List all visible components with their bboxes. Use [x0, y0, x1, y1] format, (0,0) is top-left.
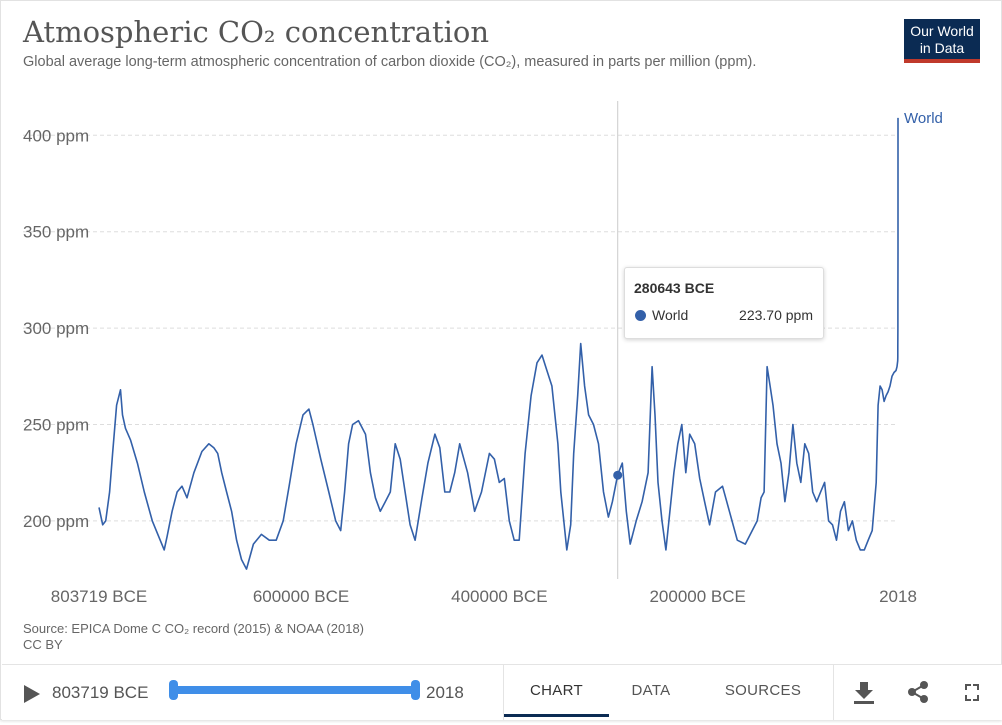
- source-note: Source: EPICA Dome C CO₂ record (2015) &…: [23, 621, 364, 653]
- y-tick-label: 200 ppm: [23, 512, 89, 531]
- owid-logo[interactable]: Our World in Data: [904, 19, 980, 63]
- line-chart[interactable]: 200 ppm 250 ppm 300 ppm 350 ppm 400 ppm 8037…: [1, 91, 1001, 616]
- tab-data[interactable]: DATA: [631, 682, 671, 699]
- x-tick-label: 2018: [879, 587, 917, 606]
- license-line[interactable]: CC BY: [23, 637, 63, 652]
- y-tick-label: 400 ppm: [23, 126, 89, 145]
- x-tick-label: 803719 BCE: [51, 587, 147, 606]
- hover-point: [613, 470, 623, 480]
- timeline-start-label: 803719 BCE: [52, 683, 149, 702]
- footer-separator: [503, 665, 504, 720]
- y-axis-ticks: 200 ppm 250 ppm 300 ppm 350 ppm 400 ppm: [23, 126, 89, 531]
- tooltip-year: 280643 BCE: [634, 280, 715, 296]
- share-icon: [908, 681, 928, 703]
- tooltip-series-dot: [635, 310, 646, 321]
- chart-title: Atmospheric CO₂ concentration: [23, 15, 490, 49]
- download-icon: [854, 682, 874, 704]
- chart-subtitle: Global average long-term atmospheric con…: [23, 54, 757, 70]
- timeline-slider[interactable]: [172, 686, 416, 694]
- y-tick-label: 250 ppm: [23, 416, 89, 435]
- tooltip-value: 223.70 ppm: [739, 307, 813, 323]
- timeline-end-label: 2018: [426, 683, 464, 702]
- series-line-world[interactable]: [98, 117, 899, 570]
- tooltip: 280643 BCE World 223.70 ppm: [624, 267, 824, 339]
- chart-footer: 803719 BCE 2018 CHART DATA SOURCES: [2, 664, 1002, 720]
- source-line[interactable]: Source: EPICA Dome C CO₂ record (2015) &…: [23, 621, 365, 636]
- y-tick-label: 350 ppm: [23, 223, 89, 242]
- x-tick-label: 400000 BCE: [451, 587, 547, 606]
- series-lines: [98, 117, 899, 570]
- x-tick-label: 600000 BCE: [253, 587, 349, 606]
- x-axis-ticks: 803719 BCE 600000 BCE 400000 BCE 200000 BCE…: [51, 587, 917, 606]
- tooltip-series-name: World: [652, 307, 689, 323]
- timeline-end-handle[interactable]: [411, 680, 420, 700]
- fullscreen-icon: [965, 684, 979, 701]
- share-button[interactable]: [897, 665, 941, 720]
- hover-points: [613, 470, 623, 480]
- timeline-start-handle[interactable]: [169, 680, 178, 700]
- series-end-labels: World: [904, 110, 943, 127]
- series-end-label[interactable]: World: [904, 110, 943, 127]
- x-tick-label: 200000 BCE: [649, 587, 745, 606]
- footer-separator: [833, 665, 834, 720]
- fullscreen-button[interactable]: [950, 665, 994, 720]
- logo-line-2: in Data: [919, 40, 965, 56]
- y-tick-label: 300 ppm: [23, 319, 89, 338]
- play-icon[interactable]: [24, 685, 40, 703]
- logo-line-1: Our World: [910, 23, 974, 39]
- download-button[interactable]: [842, 665, 886, 720]
- tab-chart[interactable]: CHART: [504, 665, 609, 717]
- tab-sources[interactable]: SOURCES: [724, 682, 802, 699]
